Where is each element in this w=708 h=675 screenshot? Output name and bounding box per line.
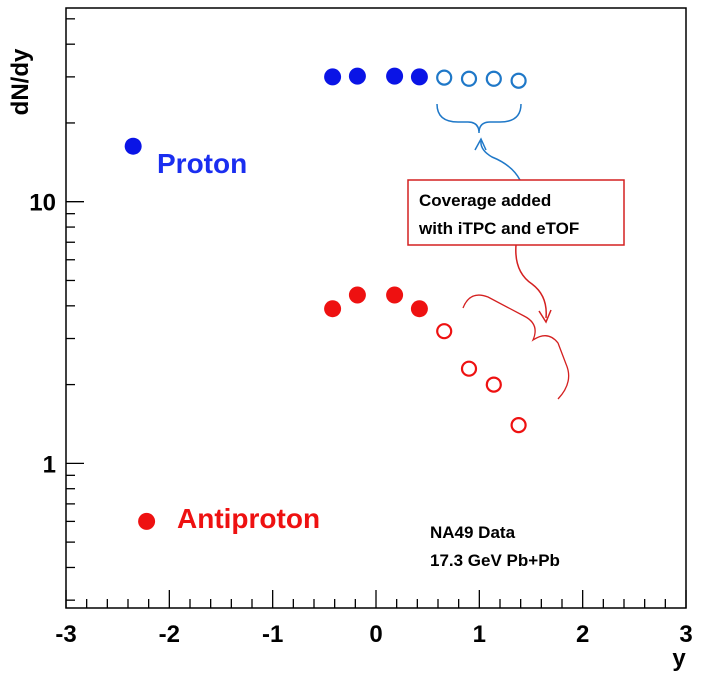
proton-measured-point	[324, 68, 342, 86]
coverage-callout-box	[407, 179, 625, 246]
proton-coverage-bracket	[436, 103, 522, 134]
antiproton-measured-point	[138, 512, 156, 530]
proton-added-coverage-point	[510, 72, 527, 89]
proton-added-coverage-point	[436, 69, 453, 86]
proton-measured-point	[386, 67, 404, 85]
antiproton-added-coverage-point	[510, 417, 527, 434]
data-source-note-2: 17.3 GeV Pb+Pb	[430, 551, 560, 570]
x-tick-label: -3	[55, 621, 76, 648]
antiproton-callout-arrow	[515, 244, 547, 319]
x-tick-label: -2	[159, 621, 180, 648]
y-tick-label: 10	[29, 190, 56, 217]
proton-measured-point	[348, 67, 366, 85]
proton-added-coverage-point	[485, 70, 502, 87]
antiproton-series-label: Antiproton	[177, 503, 320, 534]
proton-callout-arrow	[480, 140, 521, 181]
antiproton-measured-point	[386, 286, 404, 304]
antiproton-added-coverage-point	[485, 376, 502, 393]
proton-arrow-head-icon	[474, 137, 487, 151]
x-tick-label: 3	[679, 621, 692, 648]
antiproton-coverage-bracket	[462, 294, 570, 400]
axis-tick-labels: -3 -2 -1 0 1 2 3 1 10	[29, 190, 692, 648]
proton-measured-point	[124, 137, 142, 155]
callout-line-1: Coverage added	[419, 191, 551, 210]
proton-added-coverage-point	[460, 70, 478, 87]
proton-measured-point	[410, 68, 428, 86]
antiproton-measured-point	[410, 300, 428, 318]
proton-series-label: Proton	[157, 148, 247, 179]
antiproton-arrow-head-icon	[538, 309, 552, 324]
y-axis-title: dN/dy	[7, 48, 34, 115]
data-source-note-1: NA49 Data	[430, 523, 516, 542]
x-tick-label: 1	[473, 621, 486, 648]
data-markers	[124, 67, 527, 530]
x-tick-label: -1	[262, 621, 283, 648]
callout-line-2: with iTPC and eTOF	[418, 219, 579, 238]
antiproton-added-coverage-point	[460, 360, 478, 377]
y-tick-label: 1	[43, 451, 56, 478]
x-tick-label: 2	[576, 621, 589, 648]
x-axis-title: y	[672, 645, 686, 672]
antiproton-measured-point	[348, 286, 366, 304]
antiproton-measured-point	[324, 300, 342, 318]
plot-frame	[65, 7, 687, 609]
antiproton-added-coverage-point	[436, 323, 453, 340]
x-tick-label: 0	[369, 621, 382, 648]
axis-ticks	[65, 18, 687, 608]
